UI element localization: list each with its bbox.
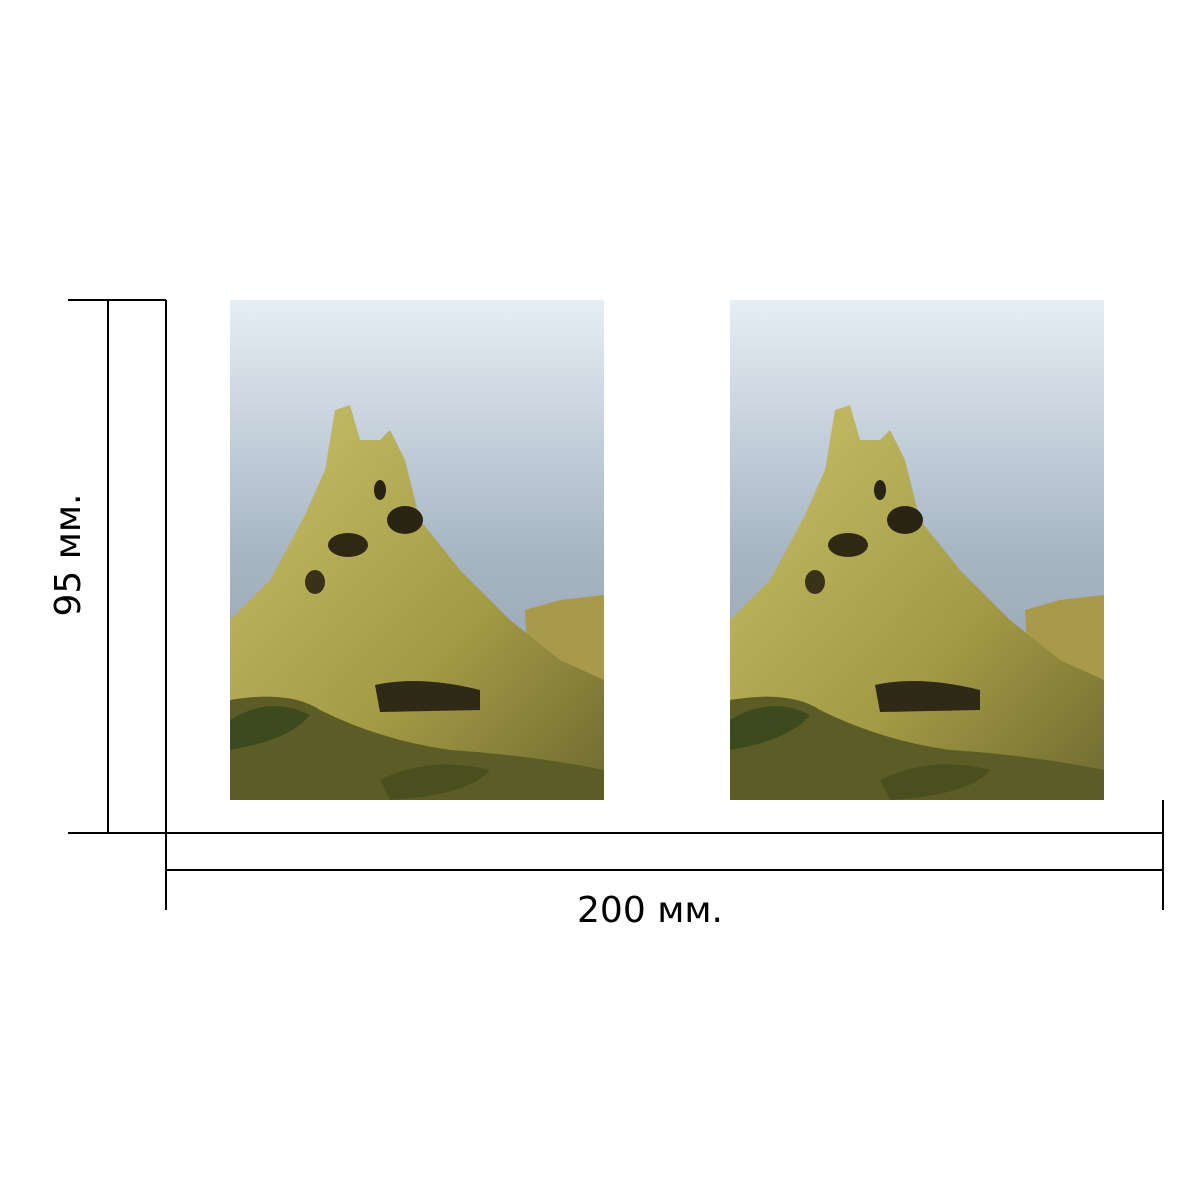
product-photo bbox=[730, 300, 1104, 800]
height-dimension: 95 мм. bbox=[48, 299, 167, 834]
width-dimension: 200 мм. bbox=[165, 800, 1164, 931]
height-label: 95 мм. bbox=[48, 493, 89, 616]
width-label: 200 мм. bbox=[577, 890, 723, 931]
product-photo bbox=[230, 300, 604, 800]
